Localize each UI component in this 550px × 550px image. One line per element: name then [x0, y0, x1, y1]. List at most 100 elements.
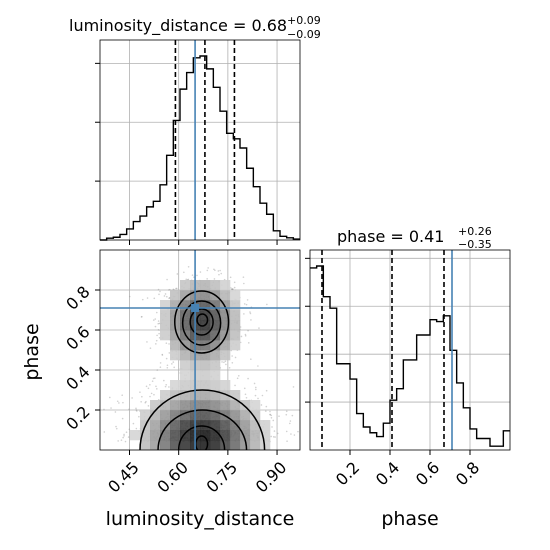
- density-cell: [220, 430, 231, 441]
- density-cell: [140, 430, 151, 441]
- density-cell: [160, 320, 171, 331]
- density-cell: [170, 420, 181, 431]
- sample-point: [233, 281, 236, 284]
- sample-point: [254, 386, 257, 389]
- sample-point: [166, 295, 168, 298]
- histogram-bin: [253, 187, 260, 240]
- density-cell: [200, 400, 211, 411]
- sample-point: [255, 388, 257, 391]
- density-cell: [150, 410, 161, 421]
- contour-upper-mode: [189, 308, 214, 336]
- histogram-bin: [120, 234, 127, 240]
- density-cell: [210, 310, 221, 321]
- x-tick-label: 0.45: [104, 458, 143, 497]
- histogram-bin: [390, 400, 397, 450]
- sample-point: [149, 383, 151, 386]
- panel-frame: [309, 249, 511, 451]
- density-cell: [220, 420, 231, 431]
- sample-point: [285, 410, 288, 413]
- sample-point: [171, 363, 173, 365]
- truth-lines: [100, 250, 300, 450]
- sample-point: [164, 293, 167, 295]
- sample-point: [158, 336, 161, 339]
- sample-point: [285, 413, 288, 416]
- sample-point: [240, 335, 243, 338]
- sample-point: [290, 433, 292, 435]
- density-cell: [210, 390, 221, 401]
- x-tick-label: 0.4: [372, 458, 403, 489]
- sample-point: [168, 386, 170, 388]
- sample-point: [152, 319, 155, 321]
- sample-point: [131, 397, 133, 399]
- sample-point: [247, 342, 250, 344]
- sample-point: [278, 415, 280, 417]
- sample-point: [185, 278, 188, 281]
- sample-point: [243, 387, 246, 390]
- sample-point: [158, 293, 160, 296]
- sample-point: [165, 342, 168, 344]
- sample-point: [229, 276, 232, 279]
- sample-point: [213, 268, 215, 271]
- sample-point: [161, 354, 164, 356]
- sample-point: [242, 276, 245, 278]
- sample-point: [176, 273, 179, 275]
- sample-point: [128, 295, 131, 298]
- sample-point: [116, 400, 119, 403]
- density-cell: [150, 420, 161, 431]
- sample-point: [254, 394, 257, 397]
- histogram-bin: [323, 297, 330, 450]
- quantile-lines: [321, 250, 453, 450]
- histogram-bin: [450, 350, 457, 450]
- density-cell: [230, 440, 241, 450]
- density-cell: [210, 350, 221, 361]
- density-cell: [230, 390, 241, 401]
- title-upper-error: +0.26: [458, 225, 492, 238]
- density-cell: [220, 300, 231, 311]
- histogram-bin: [457, 383, 464, 450]
- sample-point: [91, 388, 93, 390]
- density-cell: [210, 280, 221, 291]
- sample-point: [261, 394, 264, 397]
- sample-point: [122, 436, 124, 439]
- density-cell: [180, 310, 191, 321]
- sample-point: [135, 410, 138, 412]
- x-tick-label: 0.60: [153, 458, 192, 497]
- sample-point: [272, 436, 275, 438]
- sample-point: [135, 427, 138, 430]
- title-upper-error: +0.09: [287, 14, 321, 27]
- x-tick-label: 0.6: [412, 458, 443, 489]
- density-cell: [250, 430, 261, 441]
- x-axis-label: luminosity_distance: [106, 508, 295, 530]
- density-cell: [160, 330, 171, 341]
- histogram-bin: [417, 335, 424, 450]
- density-cell: [220, 330, 231, 341]
- panel-frame: [99, 39, 301, 241]
- sample-point: [191, 274, 194, 276]
- density-cell: [220, 280, 231, 291]
- luminosity-distance-histogram-panel: luminosity_distance = 0.68 +0.09 −0.09: [69, 14, 321, 245]
- density-cell: [260, 430, 271, 441]
- histogram-bin: [363, 427, 370, 450]
- sample-point: [146, 297, 149, 299]
- sample-point: [217, 270, 220, 272]
- sample-point: [164, 385, 167, 388]
- sample-point: [168, 297, 170, 300]
- histogram-bin: [133, 222, 140, 240]
- density-cell: [220, 310, 231, 321]
- sample-point: [257, 365, 259, 367]
- title-lower-error: −0.09: [287, 28, 321, 41]
- sample-point: [269, 413, 271, 416]
- density-cell: [170, 380, 181, 391]
- contour-upper-mode: [174, 290, 230, 354]
- sample-point: [128, 428, 131, 431]
- density-cell: [170, 440, 181, 450]
- density-cell: [220, 290, 231, 301]
- y-tick-label: 0.2: [62, 402, 93, 433]
- sample-point: [206, 269, 209, 272]
- histogram-bin: [437, 322, 444, 450]
- sample-point: [234, 384, 236, 387]
- histogram-bin: [147, 207, 154, 240]
- sample-point: [147, 405, 150, 407]
- density-cell: [160, 300, 171, 311]
- sample-point: [231, 361, 234, 364]
